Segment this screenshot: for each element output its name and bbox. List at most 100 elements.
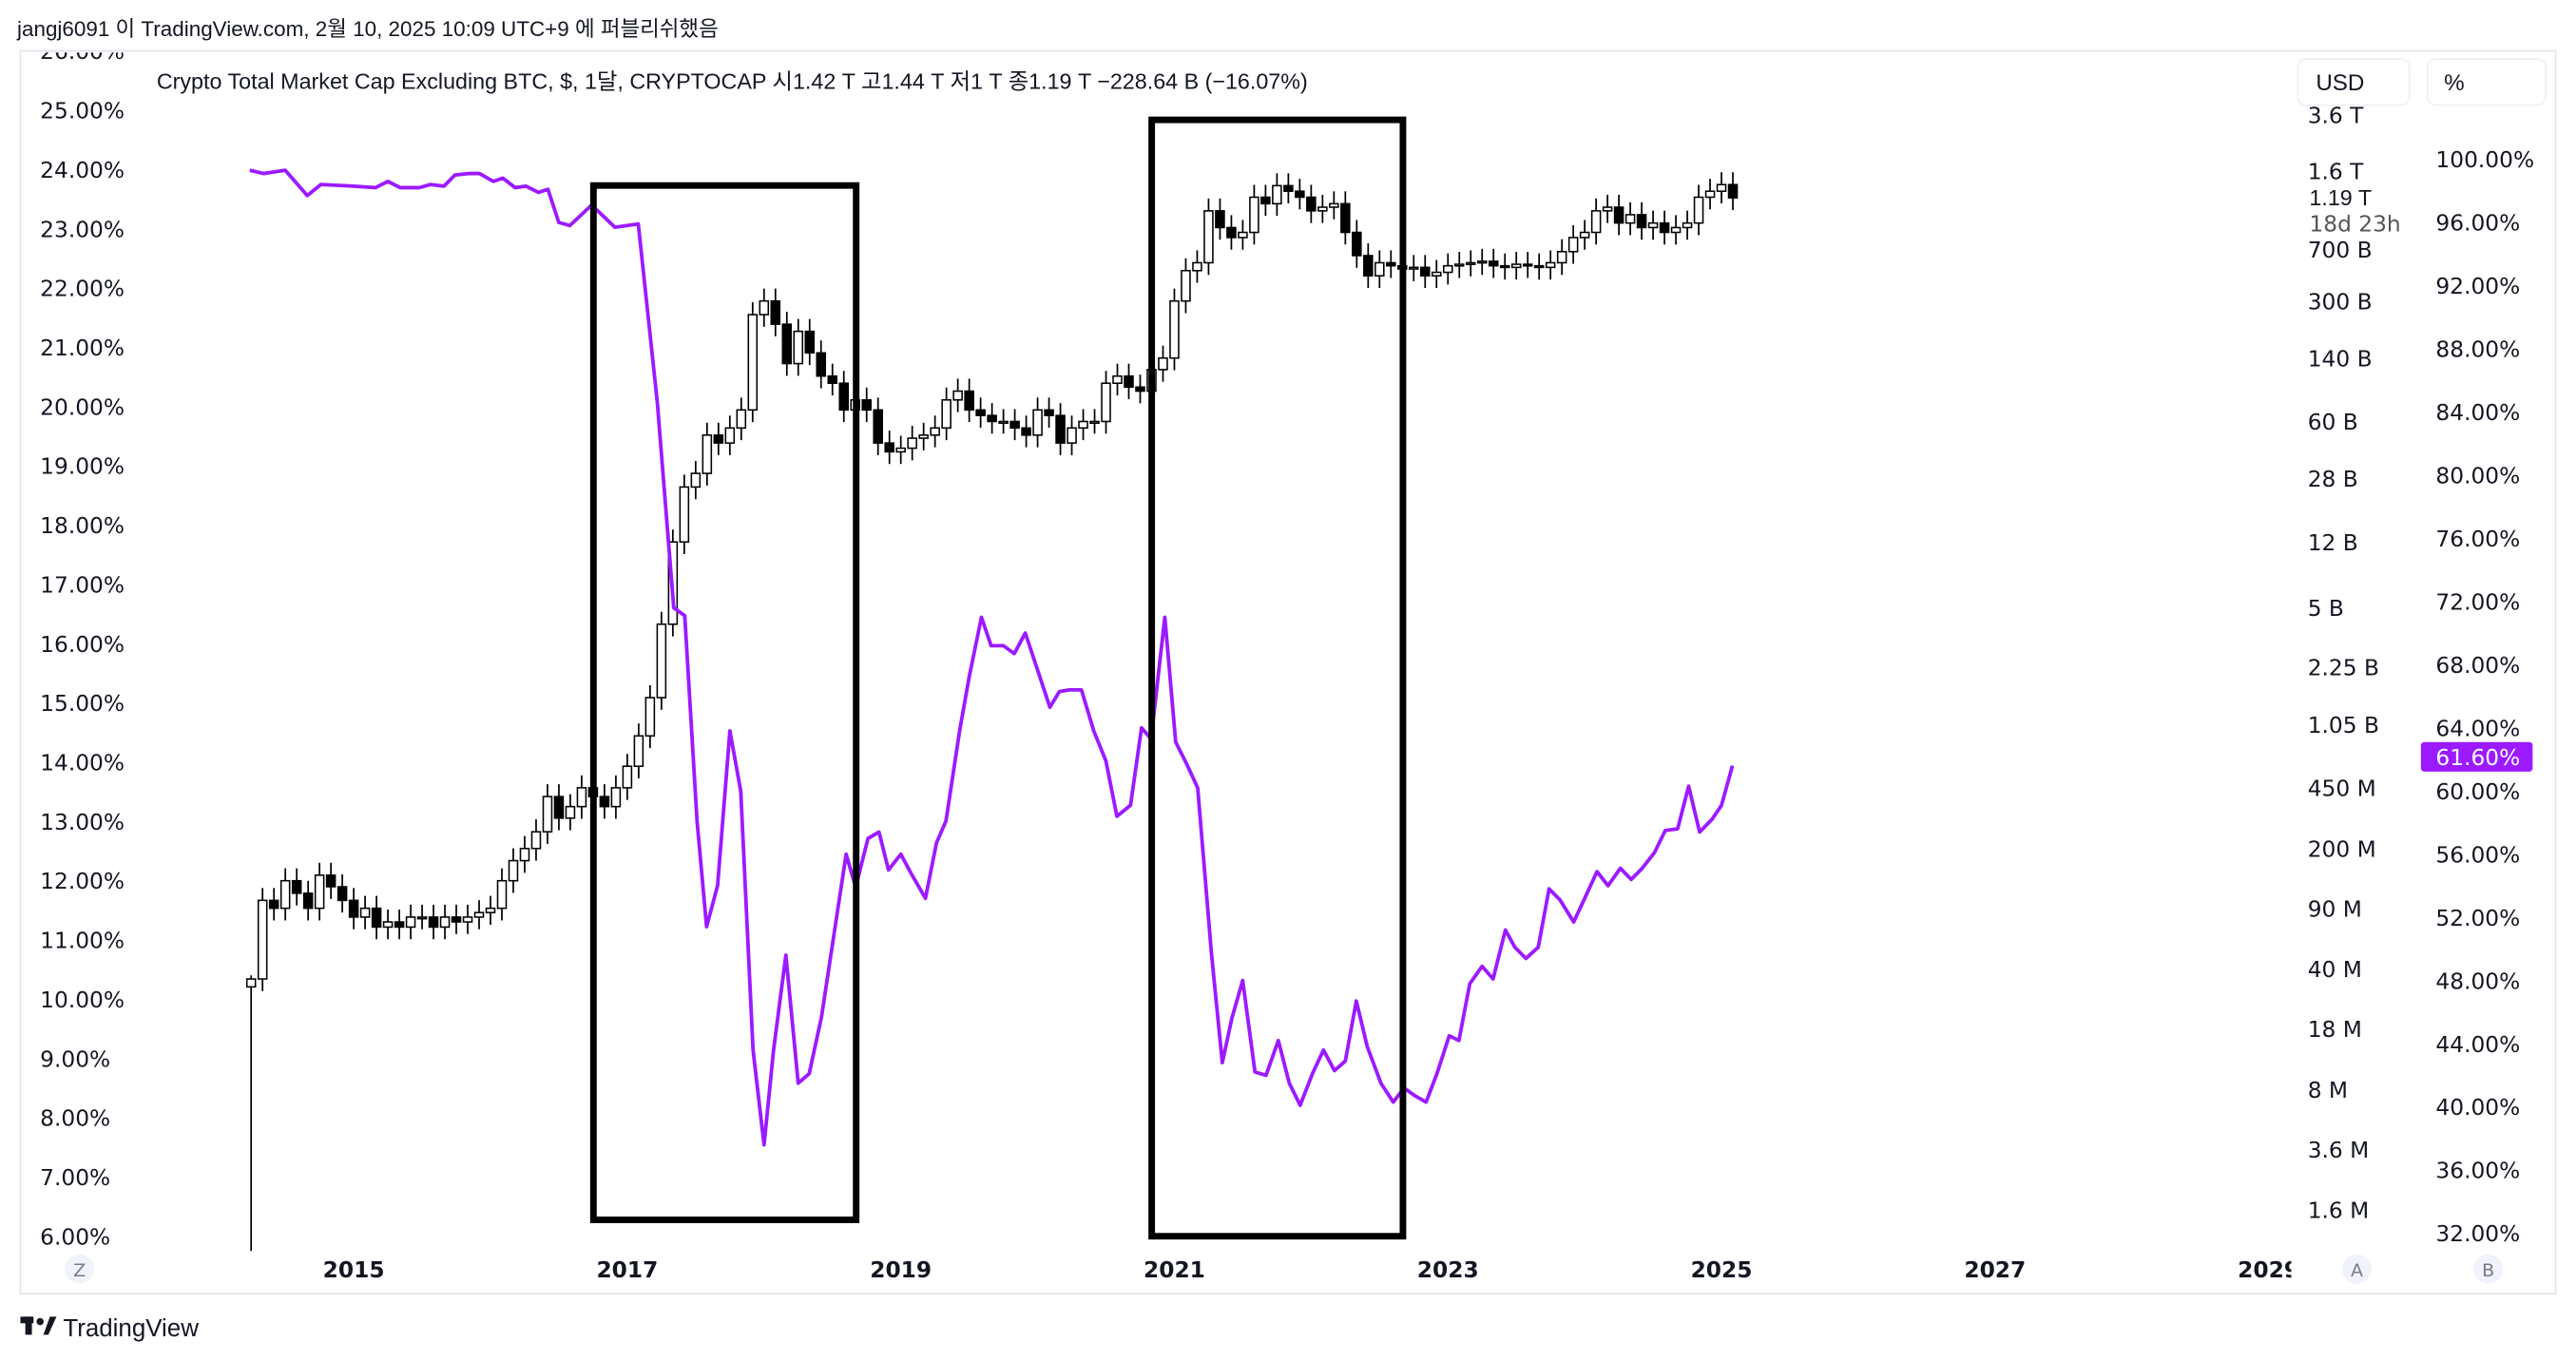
candle-down <box>1044 409 1054 416</box>
candle-down <box>325 874 336 888</box>
candle-up <box>1181 269 1191 302</box>
candle-up <box>1089 420 1100 424</box>
left-axis-tick: 25.00% <box>40 99 125 125</box>
log-scale-button[interactable]: Z <box>65 1254 95 1284</box>
symbol-legend[interactable]: Crypto Total Market Cap Excluding BTC, $… <box>157 68 1308 93</box>
left-axis-tick: 11.00% <box>40 929 125 954</box>
candle-up <box>496 879 508 910</box>
currency-button[interactable]: USD <box>2297 58 2411 106</box>
candle-down <box>713 434 724 444</box>
left-axis-tick: 24.00% <box>40 158 125 183</box>
time-axis-tick: 2027 <box>1964 1257 2026 1283</box>
tradingview-logo-text: TradingView <box>63 1315 199 1342</box>
candle-down <box>1306 196 1317 212</box>
left-axis-tick: 6.00% <box>40 1224 110 1250</box>
candle-up <box>405 916 416 929</box>
candle-down <box>1419 266 1431 277</box>
candle-up <box>941 399 952 430</box>
candle-down <box>1135 386 1145 393</box>
candle-down <box>1009 420 1020 430</box>
left-percent-axis: 26.00% 25.00% 24.00% 23.00% 22.00% 21.00% 20.0… <box>40 52 125 1250</box>
usd-axis-tick: 18 M <box>2308 1017 2362 1043</box>
tradingview-logo-icon <box>20 1316 57 1335</box>
candle-down <box>1533 264 1545 269</box>
bar-countdown: 18d 23h <box>2309 212 2400 238</box>
publish-info: jangj6091 이 TradingView.com, 2월 10, 2025… <box>16 17 719 41</box>
percent-axis-tick: 80.00% <box>2435 464 2520 489</box>
candle-down <box>1295 190 1305 199</box>
candle-down <box>553 796 565 819</box>
currency-button-label: USD <box>2316 70 2364 96</box>
candle-up <box>610 787 622 808</box>
tradingview-logo[interactable]: TradingView <box>20 1315 199 1342</box>
left-axis-tick: 10.00% <box>40 987 125 1013</box>
candle-up <box>1670 226 1682 234</box>
candle-up <box>1442 264 1453 274</box>
usd-axis-tick: 300 B <box>2308 289 2373 315</box>
candle-up <box>1602 206 1613 212</box>
highlight-box-2021[interactable] <box>1148 116 1407 1240</box>
usd-axis-tick: 5 B <box>2308 596 2344 622</box>
usd-axis-tick: 28 B <box>2308 467 2358 492</box>
candle-down <box>884 442 894 453</box>
usd-axis-tick: 60 B <box>2308 410 2358 435</box>
percent-axis-tick: 32.00% <box>2435 1221 2520 1247</box>
candle-down <box>804 330 816 355</box>
percent-axis-tick: 48.00% <box>2435 968 2520 994</box>
candle-up <box>644 697 656 738</box>
dominance-value-badge <box>2420 741 2533 772</box>
left-axis-tick: 21.00% <box>40 335 125 361</box>
candle-up <box>314 874 325 910</box>
candle-up <box>1032 409 1043 436</box>
dominance-line <box>249 168 1735 1147</box>
percent-mode-button[interactable]: % <box>2426 58 2547 106</box>
candle-up <box>1693 196 1704 224</box>
percent-axis-tick: 92.00% <box>2435 274 2520 299</box>
candle-up <box>416 916 428 920</box>
last-price-label: 1.19 T <box>2309 185 2372 210</box>
percent-axis-tick: 36.00% <box>2435 1159 2520 1184</box>
usd-axis-tick: 450 M <box>2308 776 2376 802</box>
highlight-box-2017[interactable] <box>589 182 860 1223</box>
candle-up <box>998 420 1009 424</box>
usd-price-axis[interactable]: 3.6 T 1.6 T 700 B 300 B 140 B 60 B 28 B 12 B 5 B… <box>2308 104 2379 1224</box>
candle-down <box>1522 263 1533 267</box>
candle-down <box>371 907 382 929</box>
percent-axis-tick: 56.00% <box>2435 842 2520 868</box>
percent-axis-tick: 100.00% <box>2435 147 2534 173</box>
left-axis-tick: 14.00% <box>40 750 125 776</box>
candle-down <box>599 796 610 808</box>
candle-down <box>1260 196 1271 205</box>
candle-up <box>279 879 291 910</box>
auto-scale-button[interactable]: A <box>2341 1254 2373 1284</box>
candle-up <box>690 472 702 489</box>
candle-up <box>747 314 759 412</box>
candle-up <box>1067 427 1077 444</box>
scale-b-label: B <box>2482 1260 2494 1281</box>
scale-b-button[interactable]: B <box>2473 1254 2504 1284</box>
candle-up <box>1317 206 1328 212</box>
candle-down <box>781 323 793 365</box>
candle-up <box>565 805 576 819</box>
left-axis-tick: 15.00% <box>40 691 125 717</box>
candle-up <box>679 486 690 544</box>
percent-axis-tick: 44.00% <box>2435 1032 2520 1058</box>
left-axis-tick: 13.00% <box>40 810 125 835</box>
usd-axis-tick: 40 M <box>2308 957 2362 983</box>
left-axis-tick: 23.00% <box>40 217 125 242</box>
left-axis-tick: 9.00% <box>40 1046 110 1072</box>
usd-axis-tick: 1.05 B <box>2308 713 2379 738</box>
time-axis[interactable]: 2015 2017 2019 2021 2023 2025 2027 2029 <box>323 1257 2299 1283</box>
percent-axis[interactable]: 100.00% 96.00% 92.00% 88.00% 84.00% 80.00% 76.… <box>2435 147 2534 1247</box>
percent-axis-tick: 40.00% <box>2435 1095 2520 1121</box>
candle-up <box>1647 221 1659 229</box>
candle-up <box>1465 261 1476 265</box>
candle-up <box>1078 420 1088 430</box>
left-axis-tick: 16.00% <box>40 632 125 658</box>
candle-up <box>1192 261 1202 272</box>
left-axis-tick: 20.00% <box>40 394 125 420</box>
percent-axis-tick: 60.00% <box>2435 779 2520 805</box>
candle-up <box>1203 210 1214 264</box>
candle-down <box>394 921 405 929</box>
candle-down <box>1727 183 1739 199</box>
